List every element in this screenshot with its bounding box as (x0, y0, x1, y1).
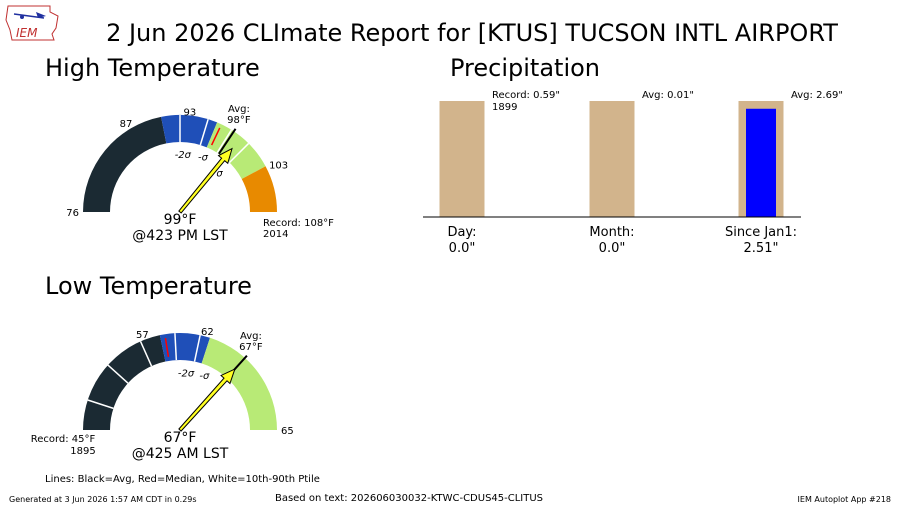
gauge-percentile-lines (179, 115, 250, 164)
percentile-line (216, 129, 233, 154)
tick-label: 57 (136, 330, 149, 341)
percentile-line (87, 399, 114, 410)
tick-label: 65 (281, 426, 294, 437)
low-temp-title: Low Temperature (45, 272, 252, 300)
gauge-band-blue (159, 333, 210, 364)
precip-title: Precipitation (450, 54, 600, 82)
precip-record-bar (589, 101, 635, 217)
logo-text: IEM (16, 26, 38, 40)
precip-observed-label: 0.0" (449, 241, 476, 256)
high-temp-title: High Temperature (45, 54, 260, 82)
tick-label: 62 (201, 327, 214, 338)
minus-sigma-label: -σ (198, 153, 209, 164)
gauge-band-green (201, 337, 277, 430)
tick-label: 103 (269, 160, 288, 171)
avg-value-label: 67°F (239, 342, 263, 353)
avg-line (218, 128, 237, 155)
based-on-text: Based on text: 202606030032-KTWC-CDUS45-… (275, 493, 543, 504)
gauge-ticks: 57 62 65 (136, 327, 294, 437)
median-line (164, 338, 170, 358)
precip-chart: Record: 0.59"1899 Avg: 0.01" Avg: 2.69" Da… (423, 90, 843, 256)
precip-annotation-year: 1899 (492, 102, 517, 113)
percentile-line (193, 334, 201, 362)
needle (178, 147, 233, 214)
percentile-line (199, 118, 209, 146)
precip-observed-label: 0.0" (599, 241, 626, 256)
observed-time: @423 PM LST (132, 228, 228, 244)
plus-sigma-label: σ (216, 168, 223, 179)
high-temp-gauge: 76 87 93 103 -2σ -σ σ Avg: 98°F 99°F @423 P… (66, 104, 334, 244)
low-temp-gauge: 57 62 65 -2σ -σ Avg: 67°F 67°F @425 AM LST… (31, 327, 294, 462)
tick-label: 76 (66, 208, 79, 219)
precip-observed-label: 2.51" (744, 241, 779, 256)
avg-label: Avg: (240, 331, 262, 342)
precip-record-bar (439, 101, 485, 217)
percentile-line (107, 364, 129, 384)
precip-annotation: Record: 0.59" (492, 90, 560, 101)
iem-logo: IEM (5, 5, 59, 41)
precip-annotation: Avg: 0.01" (642, 90, 694, 101)
median-line (210, 127, 221, 146)
gauge-percentile-lines (87, 333, 201, 410)
observed-value: 67°F (164, 430, 197, 446)
precip-category-label: Since Jan1: (725, 225, 797, 240)
observed-time: @425 AM LST (132, 446, 229, 462)
needle (178, 368, 236, 432)
app-credit: IEM Autoplot App #218 (798, 495, 891, 504)
minus-2-sigma-label: -2σ (175, 150, 192, 161)
record-label: Record: 45°F (31, 434, 96, 445)
minus-sigma-label: -σ (199, 371, 210, 382)
gauge-band-green (206, 122, 266, 180)
record-label: Record: 108°F (263, 218, 334, 229)
gauge-band-blue (161, 115, 218, 148)
precip-observed-bar (746, 108, 776, 217)
precip-category-label: Month: (589, 225, 634, 240)
observed-value: 99°F (164, 212, 197, 228)
record-year: 1895 (70, 446, 95, 457)
minus-2-sigma-label: -2σ (178, 368, 195, 379)
percentile-line (139, 341, 153, 367)
generated-note: Generated at 3 Jun 2026 1:57 AM CDT in 0… (9, 495, 197, 504)
avg-label: Avg: (228, 104, 250, 115)
percentile-line (174, 333, 178, 361)
gauge-bands (83, 333, 277, 430)
percentile-line (228, 142, 250, 164)
gauge-bands (83, 115, 277, 212)
precip-annotation: Avg: 2.69" (791, 90, 843, 101)
gauge-band-dark (83, 116, 167, 212)
gauge-band-orange (241, 166, 277, 212)
avg-value-label: 98°F (227, 115, 251, 126)
tick-label: 93 (184, 107, 197, 118)
record-year: 2014 (263, 229, 288, 240)
page-title: 2 Jun 2026 CLImate Report for [KTUS] TUC… (106, 19, 838, 47)
gauge-band-dark (83, 335, 166, 430)
tick-label: 87 (120, 119, 133, 130)
gauge-ticks: 76 87 93 103 (66, 107, 288, 219)
lines-legend: Lines: Black=Avg, Red=Median, White=10th… (45, 474, 320, 485)
precip-category-label: Day: (447, 225, 476, 240)
